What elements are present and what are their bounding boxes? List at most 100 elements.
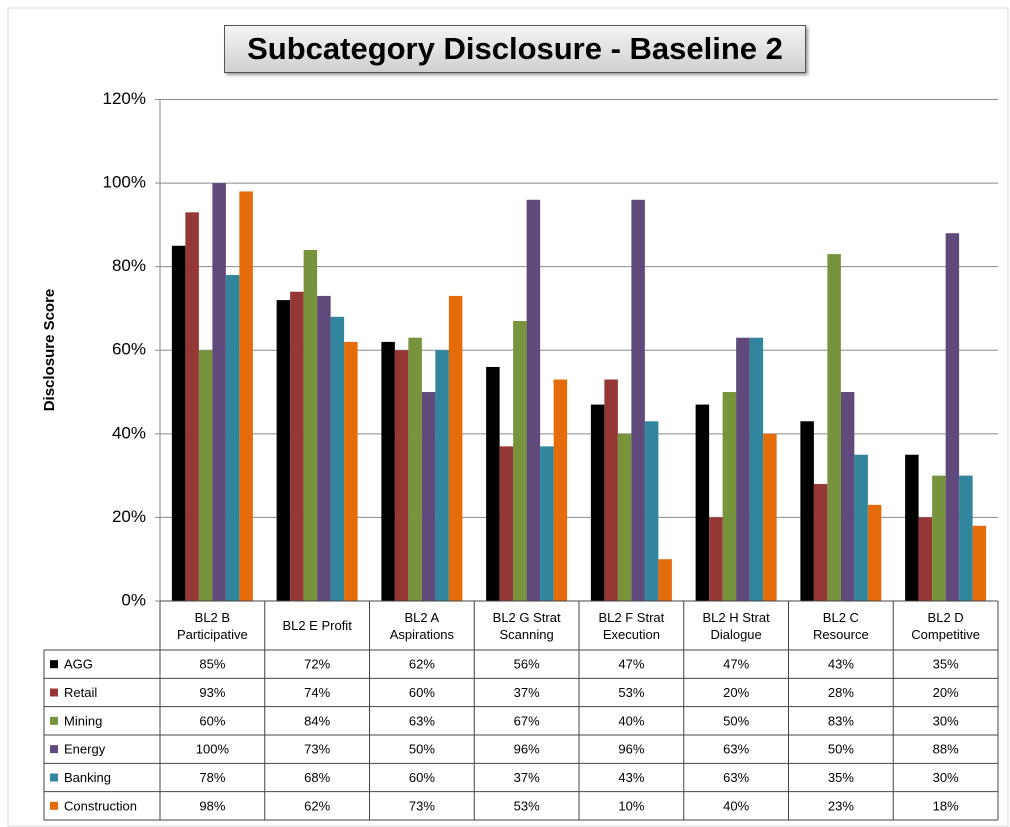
bar [709, 517, 723, 601]
y-tick-label: 120% [103, 89, 146, 108]
category-text: BL2 B Participative [176, 609, 248, 642]
bar [631, 199, 645, 602]
category-text: BL2 C Resource [813, 609, 869, 642]
legend-key [50, 716, 58, 725]
table-value: 78% [199, 770, 225, 785]
bar [239, 191, 253, 602]
y-tick-label: 60% [112, 340, 146, 359]
legend-label: Mining [64, 713, 102, 728]
x-tick-label: BL2 H Strat Dialogue [684, 601, 789, 650]
bar [590, 404, 605, 601]
legend-key [50, 745, 58, 754]
table-value: 20% [933, 685, 959, 700]
table-value: 53% [618, 685, 644, 700]
table-value: 63% [723, 770, 749, 785]
bar [435, 350, 449, 601]
table-value: 60% [409, 685, 435, 700]
table-value: 18% [933, 798, 959, 813]
bar [932, 475, 946, 601]
table-value: 93% [199, 685, 225, 700]
table-value: 63% [723, 742, 749, 757]
table-value: 40% [618, 713, 644, 728]
bar [212, 183, 226, 602]
y-axis-label: Disclosure Score [41, 289, 58, 412]
category-text: BL2 G Strat Scanning [492, 609, 561, 642]
category-text: BL2 F Strat Execution [598, 609, 665, 642]
category-text: BL2 A Aspirations [389, 609, 455, 642]
table-value: 96% [618, 742, 644, 757]
y-tick-label: 0% [121, 590, 146, 609]
table-value: 50% [409, 742, 435, 757]
bar [813, 483, 828, 601]
bar [526, 199, 541, 602]
bar [749, 337, 764, 601]
x-tick-label: BL2 G Strat Scanning [474, 601, 579, 650]
legend-key [50, 660, 58, 669]
bar [540, 446, 554, 601]
chart-border [7, 7, 1009, 827]
bar [722, 392, 737, 601]
table-value: 23% [828, 798, 854, 813]
bar [394, 350, 409, 601]
x-tick-label: BL2 E Profit [265, 601, 370, 650]
table-value: 56% [514, 657, 540, 672]
y-tick-label: 40% [112, 423, 146, 442]
table-value: 37% [514, 770, 540, 785]
table-value: 30% [933, 713, 959, 728]
bar [381, 341, 395, 601]
y-tick-label: 80% [112, 256, 146, 275]
bar [408, 337, 422, 601]
table-value: 30% [933, 770, 959, 785]
table-value: 40% [723, 798, 749, 813]
x-tick-label: BL2 F Strat Execution [579, 601, 684, 650]
table-value: 35% [933, 657, 959, 672]
legend-key [50, 801, 58, 810]
x-tick-label: BL2 B Participative [160, 601, 265, 650]
bar [486, 366, 500, 601]
legend-key [50, 773, 58, 782]
bar [800, 421, 814, 601]
bar [945, 233, 960, 601]
bar [695, 404, 710, 601]
category-text: BL2 D Competitive [911, 609, 980, 642]
bar [171, 245, 186, 602]
table-value: 50% [828, 742, 854, 757]
x-tick-label: BL2 D Competitive [893, 601, 998, 650]
table-value: 43% [618, 770, 644, 785]
bar [448, 295, 463, 601]
table-value: 62% [409, 657, 435, 672]
bar [617, 433, 632, 601]
table-value: 47% [618, 657, 644, 672]
legend-label: Construction [64, 798, 137, 813]
bar [198, 350, 213, 601]
table-value: 73% [409, 798, 435, 813]
chart-title: Subcategory Disclosure - Baseline 2 [224, 25, 806, 73]
table-value: 96% [514, 742, 540, 757]
category-text: BL2 H Strat Dialogue [702, 609, 770, 642]
legend-label: Retail [64, 685, 97, 700]
table-value: 63% [409, 713, 435, 728]
table-value: 37% [514, 685, 540, 700]
bar [553, 379, 568, 601]
bar [763, 433, 777, 601]
table-value: 72% [304, 657, 330, 672]
table-value: 67% [514, 713, 540, 728]
bar [303, 249, 318, 601]
table-value: 47% [723, 657, 749, 672]
legend-key [50, 688, 58, 697]
table-value: 74% [304, 685, 330, 700]
bar [421, 392, 436, 601]
table-value: 60% [409, 770, 435, 785]
bar [344, 341, 358, 601]
bar [225, 275, 240, 601]
table-value: 50% [723, 713, 749, 728]
table-value: 73% [304, 742, 330, 757]
legend-label: Energy [64, 742, 106, 757]
table-value: 53% [514, 798, 540, 813]
table-value: 88% [933, 742, 959, 757]
bar [959, 475, 973, 601]
bar [905, 454, 919, 601]
table-value: 60% [199, 713, 225, 728]
